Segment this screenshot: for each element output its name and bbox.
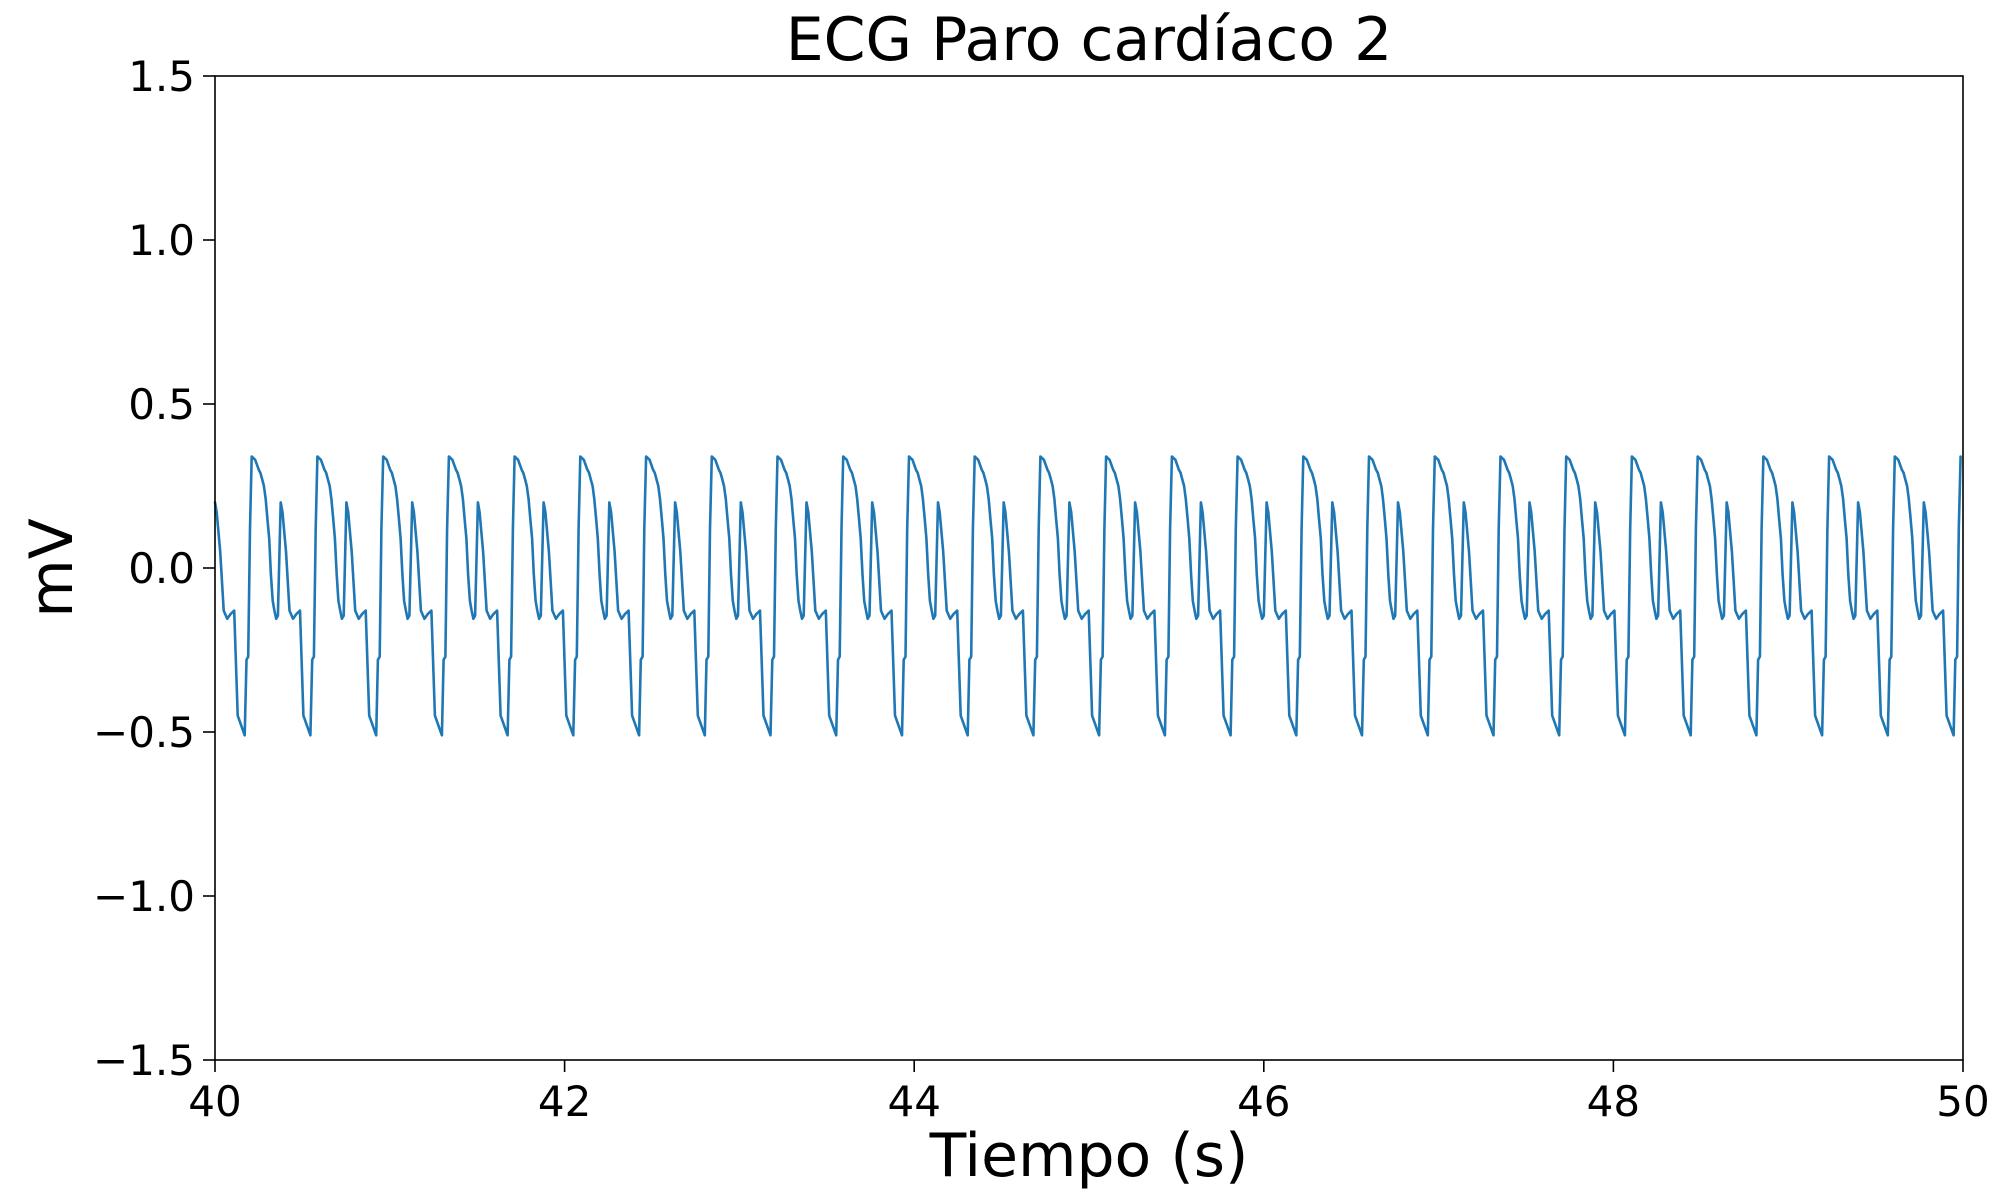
y-tick-label: −1.0 — [93, 872, 195, 921]
x-tick-label: 46 — [1237, 1077, 1290, 1126]
y-axis-label: mV — [17, 518, 87, 618]
y-tick-label: −1.5 — [93, 1036, 195, 1085]
x-axis-label: Tiempo (s) — [929, 1121, 1249, 1191]
y-tick-label: 1.0 — [128, 216, 195, 265]
x-tick-label: 40 — [188, 1077, 241, 1126]
x-tick-label: 44 — [887, 1077, 940, 1126]
chart-title: ECG Paro cardíaco 2 — [786, 5, 1393, 75]
y-tick-label: −0.5 — [93, 708, 195, 757]
plot-area — [213, 75, 1964, 1061]
y-tick-label: 0.5 — [128, 380, 195, 429]
y-axis-ticks: −1.5 −1.0 −0.5 0.0 0.5 1.0 1.5 — [93, 52, 215, 1085]
x-axis-ticks: 40 42 44 46 48 50 — [188, 1060, 1990, 1126]
x-tick-label: 48 — [1587, 1077, 1640, 1126]
y-tick-label: 0.0 — [128, 544, 195, 593]
x-tick-label: 50 — [1936, 1077, 1989, 1126]
x-tick-label: 42 — [538, 1077, 591, 1126]
y-tick-label: 1.5 — [128, 52, 195, 101]
ecg-trace-line — [213, 455, 1962, 737]
